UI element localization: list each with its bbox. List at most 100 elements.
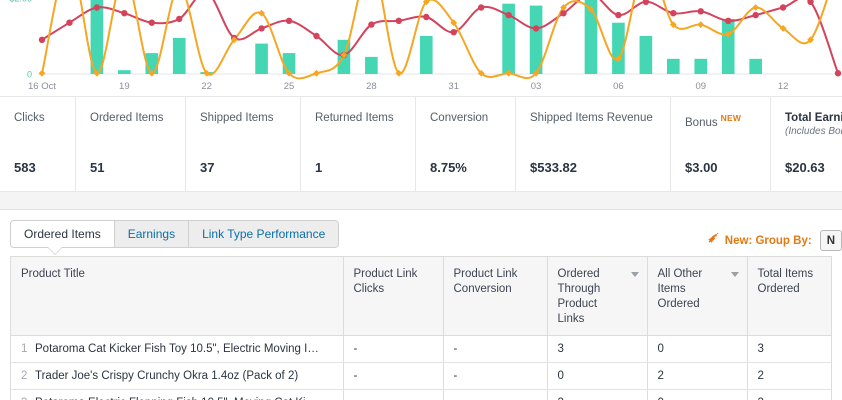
chart-point bbox=[450, 19, 458, 27]
table-row[interactable]: 2 Trader Joe's Crispy Crunchy Okra 1.4oz … bbox=[11, 362, 831, 390]
x-axis-tick: 28 bbox=[366, 81, 377, 92]
chart-point bbox=[697, 21, 705, 28]
x-axis-tick: 09 bbox=[695, 81, 706, 92]
chart-bar bbox=[172, 37, 186, 74]
row-number: 3 bbox=[21, 397, 35, 400]
chart-point bbox=[368, 21, 375, 28]
column-header-total-items-ordered: Total Items Ordered bbox=[747, 257, 831, 336]
cell-product-title: 1 Potaroma Cat Kicker Fish Toy 10.5", Ele… bbox=[11, 335, 344, 363]
stat-cell-returned-items: Returned Items 1 bbox=[301, 97, 416, 191]
tab-bar: Ordered Items Earnings Link Type Performan… bbox=[0, 210, 842, 256]
stat-value: 37 bbox=[200, 160, 215, 175]
chart-point bbox=[724, 30, 732, 38]
y-axis-tick: $2.00 bbox=[9, 0, 32, 4]
chart-bar bbox=[529, 5, 543, 75]
y-axis-tick: 0 bbox=[27, 70, 32, 80]
chart-point bbox=[422, 0, 430, 6]
chart-bar bbox=[666, 58, 680, 74]
chart-point bbox=[834, 70, 842, 77]
active-tab-pointer bbox=[48, 247, 62, 254]
chart-point bbox=[779, 25, 787, 32]
cell-product-link-clicks: - bbox=[343, 389, 444, 400]
cell-product-link-clicks: - bbox=[343, 362, 444, 390]
chart-point bbox=[725, 17, 732, 24]
tab-ordered-items[interactable]: Ordered Items bbox=[11, 221, 115, 247]
stat-label: Conversion bbox=[430, 112, 489, 124]
column-header-ordered-through-product-links[interactable]: Ordered Through Product Links bbox=[547, 257, 648, 336]
cell-all-other-items-ordered: 0 bbox=[647, 335, 748, 363]
chart-point bbox=[203, 69, 211, 77]
chart-point bbox=[615, 11, 622, 19]
chart-point bbox=[176, 15, 183, 23]
chart-point bbox=[779, 4, 787, 11]
chart-point bbox=[807, 36, 814, 44]
column-header-product-title: Product Title bbox=[11, 257, 344, 336]
chart-bar bbox=[255, 43, 268, 74]
chart-point bbox=[615, 55, 622, 63]
chart-point bbox=[230, 36, 238, 44]
cell-product-link-conversion: - bbox=[443, 389, 548, 400]
chart-point bbox=[669, 21, 677, 28]
stat-value: $533.82 bbox=[530, 160, 577, 175]
tabstrip: Ordered Items Earnings Link Type Performan… bbox=[10, 220, 340, 248]
chart-bar bbox=[639, 36, 653, 74]
cell-total-items-ordered: 3 bbox=[747, 335, 831, 363]
chart-bar bbox=[365, 56, 378, 74]
chart-point bbox=[505, 11, 512, 19]
summary-stats-bar: Clicks 583 Ordered Items 51 Shipped Items 37 R… bbox=[0, 96, 842, 192]
chart-bar bbox=[90, 0, 104, 75]
x-axis-tick: 16 Oct bbox=[28, 81, 56, 92]
column-header-label: Total Items Ordered bbox=[757, 268, 814, 295]
x-axis-tick: 03 bbox=[531, 81, 542, 92]
stat-label: Shipped Items bbox=[200, 112, 274, 124]
cell-all-other-items-ordered: 2 bbox=[647, 362, 748, 390]
table-row[interactable]: 1 Potaroma Cat Kicker Fish Toy 10.5", Ele… bbox=[11, 335, 831, 363]
tab-link-type-performance[interactable]: Link Type Performance bbox=[189, 221, 339, 247]
chart-bar bbox=[584, 0, 598, 74]
stat-cell-conversion: Conversion 8.75% bbox=[416, 97, 516, 191]
table-row[interactable]: 3Potaroma Electric Flopping Fish 10.5", … bbox=[11, 389, 831, 400]
cell-product-title: 3Potaroma Electric Flopping Fish 10.5", … bbox=[11, 389, 344, 400]
chart-bar bbox=[419, 36, 433, 74]
column-header-label: Product Link Conversion bbox=[453, 268, 518, 295]
stat-cell-shipped-items: Shipped Items 37 bbox=[186, 97, 301, 191]
stat-label: Ordered Items bbox=[90, 112, 164, 124]
cell-product-link-clicks: - bbox=[343, 335, 444, 363]
chart-line bbox=[41, 0, 839, 75]
stat-value: 1 bbox=[315, 160, 323, 175]
chart-point bbox=[532, 25, 540, 32]
group-by-select[interactable]: N bbox=[819, 230, 842, 251]
chart-point bbox=[148, 19, 155, 26]
chart-point bbox=[752, 4, 760, 11]
chart-point bbox=[642, 0, 650, 5]
stat-label: Bonus NEW bbox=[685, 113, 742, 129]
x-axis-tick: 31 bbox=[448, 81, 459, 92]
new-badge: NEW bbox=[720, 113, 742, 123]
column-header-product-link-clicks: Product Link Clicks bbox=[343, 257, 444, 336]
tab-earnings[interactable]: Earnings bbox=[114, 221, 190, 247]
chart-point bbox=[505, 69, 513, 77]
row-number: 1 bbox=[21, 343, 28, 355]
chart-point bbox=[532, 69, 540, 77]
chart-point bbox=[38, 36, 46, 43]
chart-point bbox=[587, 6, 595, 13]
chart-point bbox=[560, 10, 567, 17]
chart-svg: 0 $2.00 16 Oct 19 22 25 28 31 03 06 09 12 bbox=[9, 0, 842, 92]
rocket-icon bbox=[707, 231, 720, 249]
x-axis-tick: 12 bbox=[778, 81, 789, 92]
chart-point bbox=[148, 69, 156, 77]
chevron-down-icon[interactable] bbox=[730, 272, 739, 277]
column-header-all-other-items-ordered[interactable]: All Other Items Ordered bbox=[647, 257, 748, 336]
row-number: 2 bbox=[21, 370, 28, 382]
cell-product-title: 2 Trader Joe's Crispy Crunchy Okra 1.4oz … bbox=[11, 362, 344, 390]
chart-point bbox=[395, 69, 403, 77]
chart-point bbox=[395, 17, 403, 24]
chevron-down-icon[interactable] bbox=[630, 272, 639, 277]
cell-product-link-conversion: - bbox=[443, 362, 548, 390]
chart-bar bbox=[694, 58, 708, 74]
stat-label: Clicks bbox=[14, 112, 45, 124]
chart-bar bbox=[721, 18, 735, 74]
stat-value: 8.75% bbox=[430, 160, 467, 175]
chart-point bbox=[258, 25, 265, 32]
